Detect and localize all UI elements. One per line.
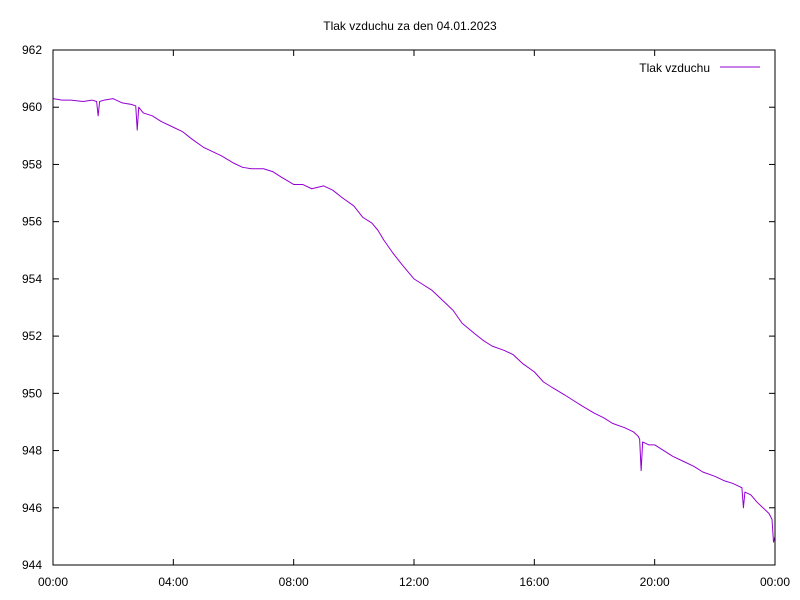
x-tick-label: 20:00 xyxy=(640,575,670,589)
y-tick-label: 954 xyxy=(22,272,42,286)
y-tick-label: 956 xyxy=(22,215,42,229)
y-tick-label: 950 xyxy=(22,386,42,400)
y-tick-label: 946 xyxy=(22,501,42,515)
x-tick-label: 08:00 xyxy=(279,575,309,589)
y-tick-label: 952 xyxy=(22,329,42,343)
x-tick-label: 04:00 xyxy=(158,575,188,589)
plot-frame xyxy=(52,49,776,566)
x-tick-label: 00:00 xyxy=(38,575,68,589)
y-tick-label: 948 xyxy=(22,444,42,458)
chart-title: Tlak vzduchu za den 04.01.2023 xyxy=(323,19,497,33)
y-tick-label: 960 xyxy=(22,100,42,114)
y-tick-label: 958 xyxy=(22,157,42,171)
x-tick-label: 12:00 xyxy=(399,575,429,589)
x-tick-label: 16:00 xyxy=(519,575,549,589)
legend: Tlak vzduchu xyxy=(639,61,760,75)
y-tick-label: 962 xyxy=(22,43,42,57)
y-tick-label: 944 xyxy=(22,558,42,572)
legend-label: Tlak vzduchu xyxy=(639,61,710,75)
series-line xyxy=(52,98,776,543)
x-tick-label: 00:00 xyxy=(760,575,790,589)
series-group xyxy=(52,98,776,543)
y-axis: 944 946 948 950 952 954 956 958 960 962 xyxy=(22,43,775,572)
